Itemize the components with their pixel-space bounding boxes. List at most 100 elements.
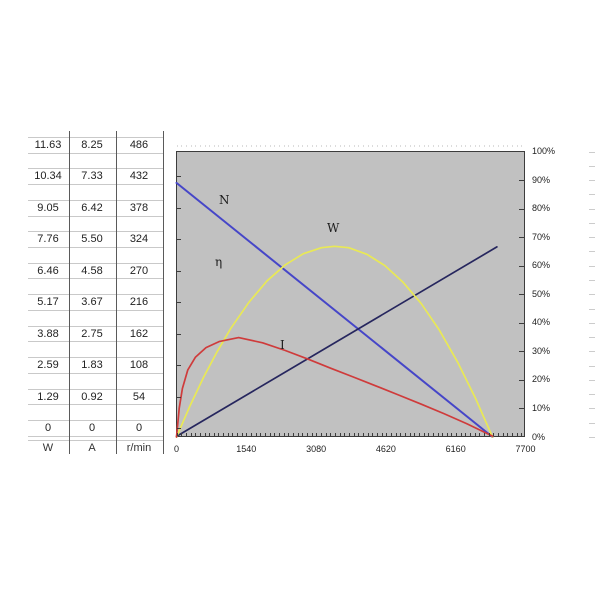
left-scale-tick — [177, 176, 181, 178]
x-axis-minor-tick — [512, 433, 513, 436]
x-axis-minor-tick — [381, 433, 383, 436]
top-minor-tick — [237, 145, 239, 147]
x-axis-minor-tick — [451, 433, 453, 436]
y-axis-tick — [519, 408, 524, 410]
y-axis-minor-dash — [589, 237, 595, 239]
y-axis-tick — [519, 237, 524, 239]
x-axis-minor-tick — [274, 433, 276, 436]
x-axis-minor-tick — [423, 433, 425, 436]
y-axis-minor-dash — [589, 394, 595, 396]
table-grid-line — [28, 404, 163, 406]
x-axis-minor-tick — [493, 433, 495, 436]
top-minor-tick — [334, 145, 336, 147]
top-minor-tick — [437, 145, 439, 147]
table-row: 324 — [129, 233, 149, 246]
table-row: 10.34 — [34, 170, 62, 183]
x-axis-minor-tick — [185, 433, 187, 436]
top-minor-tick — [465, 145, 467, 147]
top-minor-tick — [246, 145, 248, 147]
y-axis-minor-dash — [589, 251, 595, 253]
x-axis-minor-tick — [195, 433, 197, 436]
table-row: 4.58 — [81, 264, 103, 277]
table-row: 9.05 — [37, 201, 59, 214]
x-axis-minor-tick — [255, 433, 257, 436]
table-grid-line — [28, 357, 163, 359]
top-minor-tick — [470, 145, 472, 147]
top-minor-tick — [353, 145, 355, 147]
top-minor-tick — [474, 145, 476, 147]
x-axis-minor-tick — [470, 433, 472, 436]
x-axis-tick-label: 7700 — [515, 444, 536, 454]
x-axis-minor-tick — [484, 433, 486, 436]
table-grid-line — [28, 325, 163, 327]
table-grid-line — [28, 294, 163, 296]
x-axis-tick-label: 3080 — [306, 444, 327, 454]
top-minor-tick — [223, 145, 225, 147]
table-column-line — [162, 131, 164, 454]
top-minor-tick — [185, 145, 187, 147]
left-scale-tick — [177, 239, 181, 241]
x-axis-minor-tick — [386, 433, 388, 436]
table-grid-line — [28, 184, 163, 186]
table-row: 0.92 — [81, 390, 103, 403]
top-minor-tick — [330, 145, 332, 147]
y-axis-tick — [519, 379, 524, 381]
top-minor-tick — [181, 145, 183, 147]
top-minor-tick — [376, 145, 378, 147]
top-minor-tick — [381, 145, 383, 147]
left-scale-tick — [177, 207, 181, 209]
x-axis-minor-tick — [432, 433, 434, 436]
top-minor-tick — [288, 145, 290, 147]
x-axis-minor-tick — [437, 433, 439, 436]
curve-label-I: I — [280, 338, 285, 352]
x-axis-minor-tick — [474, 433, 476, 436]
top-minor-tick — [516, 145, 518, 147]
top-minor-tick — [283, 145, 285, 147]
table-grid-line — [28, 231, 163, 233]
top-minor-tick — [344, 145, 346, 147]
table-grid-line — [28, 262, 163, 264]
y-axis-minor-dash — [589, 337, 595, 339]
y-axis-minor-dash — [589, 194, 595, 196]
top-minor-tick — [204, 145, 206, 147]
table-row: 0 — [44, 422, 52, 435]
x-axis-minor-tick — [237, 433, 239, 436]
y-axis-tick — [519, 322, 524, 324]
x-axis-minor-tick — [246, 433, 248, 436]
top-minor-tick — [307, 145, 308, 147]
table-row: 3.67 — [81, 296, 103, 309]
table-row: 216 — [129, 296, 149, 309]
top-minor-tick — [227, 145, 229, 147]
y-axis-tick — [519, 180, 524, 182]
table-row: 7.76 — [37, 233, 59, 246]
y-axis-tick — [519, 351, 524, 353]
top-minor-tick — [502, 145, 504, 147]
x-axis-minor-tick — [409, 433, 411, 436]
x-axis-minor-tick — [204, 433, 206, 436]
y-axis-tick-label: 60% — [532, 260, 551, 271]
y-axis-minor-dash — [589, 408, 595, 410]
x-axis-tick-label: 0 — [173, 444, 179, 454]
left-scale-tick — [177, 270, 181, 272]
y-axis-minor-dash — [589, 422, 595, 424]
y-axis-minor-dash — [589, 180, 595, 182]
x-axis-minor-tick — [218, 433, 220, 436]
table-row: 0 — [88, 422, 96, 435]
scale-table: 11.63 8.25 486 10.34 7.33 432 9.05 6.42 378 7.76 5… — [28, 131, 164, 456]
table-row: 432 — [129, 170, 149, 183]
x-axis-minor-tick — [465, 433, 467, 436]
x-axis-minor-tick — [353, 433, 355, 436]
y-axis-minor-dash — [589, 151, 595, 153]
x-axis-minor-tick — [390, 433, 392, 436]
x-axis-minor-tick — [414, 433, 416, 436]
table-grid-line — [28, 215, 163, 217]
top-minor-tick — [390, 145, 392, 147]
table-row: 270 — [129, 264, 149, 277]
x-axis-minor-tick — [325, 433, 327, 436]
top-minor-tick — [274, 145, 276, 147]
top-minor-tick — [199, 145, 201, 147]
x-axis-minor-tick — [339, 433, 341, 436]
x-axis-minor-tick — [181, 433, 183, 436]
table-row: 108 — [129, 359, 149, 372]
top-minor-tick — [479, 145, 481, 147]
